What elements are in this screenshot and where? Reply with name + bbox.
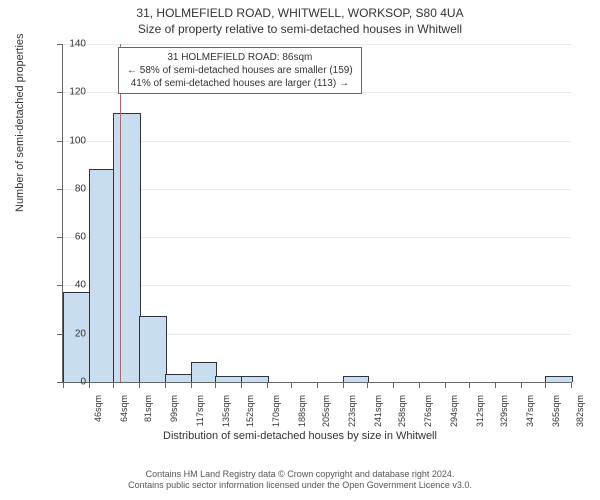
histogram-bar (545, 376, 573, 382)
histogram-bar (191, 362, 217, 382)
footer-line-1: Contains HM Land Registry data © Crown c… (0, 469, 600, 481)
x-tick-label: 152sqm (245, 395, 255, 435)
x-tick-label: 64sqm (119, 395, 129, 435)
x-tick-label: 294sqm (449, 395, 459, 435)
marker-line (120, 44, 121, 382)
x-tick-label: 117sqm (195, 395, 205, 435)
x-tick-label: 382sqm (575, 395, 585, 435)
x-tick (89, 382, 90, 388)
x-tick-label: 312sqm (475, 395, 485, 435)
x-tick (445, 382, 446, 388)
x-tick-label: 347sqm (525, 395, 535, 435)
x-tick (241, 382, 242, 388)
x-tick (393, 382, 394, 388)
x-tick-label: 365sqm (551, 395, 561, 435)
y-tick-label: 140 (56, 39, 86, 50)
x-tick-label: 170sqm (271, 395, 281, 435)
x-tick (267, 382, 268, 388)
x-tick (571, 382, 572, 388)
x-tick (469, 382, 470, 388)
x-tick (165, 382, 166, 388)
x-tick (291, 382, 292, 388)
x-tick-label: 241sqm (373, 395, 383, 435)
x-tick-label: 258sqm (397, 395, 407, 435)
x-tick-label: 188sqm (297, 395, 307, 435)
x-tick-label: 99sqm (169, 395, 179, 435)
x-tick (215, 382, 216, 388)
info-line-1: 31 HOLMEFIELD ROAD: 86sqm (127, 51, 353, 64)
chart-container: 31, HOLMEFIELD ROAD, WHITWELL, WORKSOP, … (0, 0, 600, 500)
y-tick-label: 20 (56, 328, 86, 339)
x-tick (419, 382, 420, 388)
x-tick (113, 382, 114, 388)
y-tick-label: 100 (56, 135, 86, 146)
y-tick-label: 120 (56, 87, 86, 98)
footer: Contains HM Land Registry data © Crown c… (0, 469, 600, 492)
x-tick-label: 81sqm (143, 395, 153, 435)
x-tick (317, 382, 318, 388)
histogram-bar (343, 376, 369, 382)
x-tick (191, 382, 192, 388)
chart-subtitle: Size of property relative to semi-detach… (0, 20, 600, 36)
histogram-bar (241, 376, 269, 382)
histogram-bar (89, 169, 115, 382)
chart-title: 31, HOLMEFIELD ROAD, WHITWELL, WORKSOP, … (0, 0, 600, 20)
y-tick-label: 0 (56, 377, 86, 388)
x-tick-label: 135sqm (221, 395, 231, 435)
plot-area (62, 44, 571, 383)
y-tick-label: 60 (56, 232, 86, 243)
x-tick-label: 205sqm (321, 395, 331, 435)
x-tick (343, 382, 344, 388)
x-tick-label: 46sqm (93, 395, 103, 435)
histogram-bar (215, 376, 243, 382)
x-tick (367, 382, 368, 388)
gridline (63, 44, 571, 45)
info-line-3: 41% of semi-detached houses are larger (… (127, 77, 353, 90)
histogram-bar (165, 374, 193, 382)
footer-line-2: Contains public sector information licen… (0, 480, 600, 492)
x-tick-label: 223sqm (347, 395, 357, 435)
x-tick (139, 382, 140, 388)
y-axis-label: Number of semi-detached properties (14, 33, 26, 212)
y-tick-label: 80 (56, 183, 86, 194)
y-tick-label: 40 (56, 280, 86, 291)
histogram-bar (139, 316, 167, 382)
info-line-2: ← 58% of semi-detached houses are smalle… (127, 64, 353, 77)
x-tick (545, 382, 546, 388)
x-tick (495, 382, 496, 388)
info-box: 31 HOLMEFIELD ROAD: 86sqm ← 58% of semi-… (118, 47, 362, 94)
histogram-bar (113, 113, 141, 382)
x-tick-label: 329sqm (499, 395, 509, 435)
x-tick-label: 276sqm (423, 395, 433, 435)
x-tick (521, 382, 522, 388)
